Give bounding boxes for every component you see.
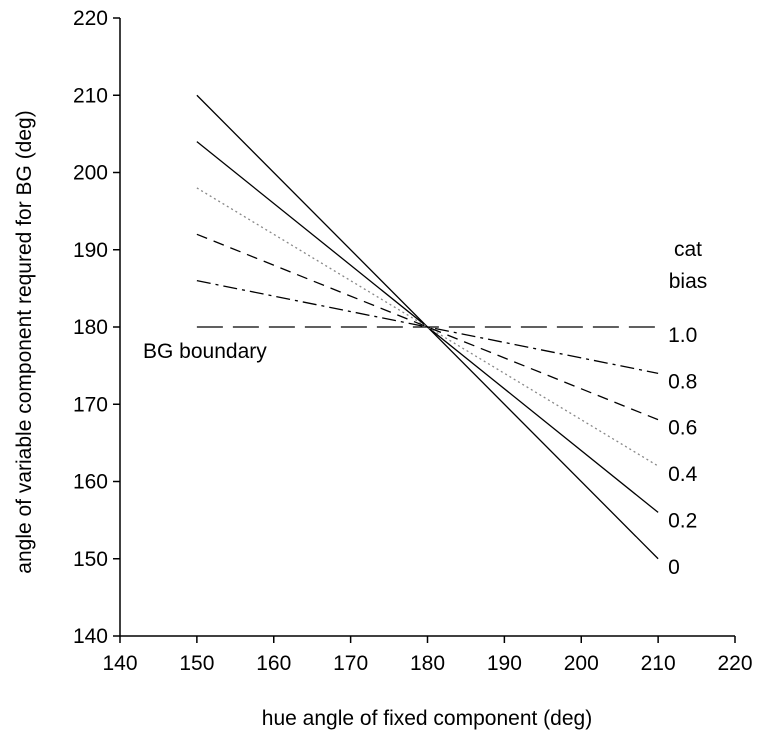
series-label-1-0: 1.0: [668, 324, 697, 347]
series-label-0-6: 0.6: [668, 417, 697, 440]
y-tick-label: 180: [73, 316, 108, 339]
x-tick-label: 180: [410, 652, 445, 675]
y-axis-title: angle of variable component requred for …: [13, 110, 36, 573]
x-axis-title: hue angle of fixed component (deg): [262, 707, 592, 730]
y-tick-label: 190: [73, 239, 108, 262]
legend-title-line-2: bias: [669, 270, 708, 293]
x-tick-label: 160: [256, 652, 291, 675]
x-tick-label: 200: [564, 652, 599, 675]
x-tick-label: 150: [179, 652, 214, 675]
y-tick-label: 150: [73, 548, 108, 571]
y-tick-label: 160: [73, 471, 108, 494]
series-labels: 0 0.2 0.4 0.6 0.8 1.0: [668, 324, 698, 579]
series-label-0-4: 0.4: [668, 463, 698, 486]
y-tick-label: 140: [73, 625, 108, 648]
series-line-0-6: [196, 233, 659, 421]
series-lines: [196, 94, 659, 560]
series-label-0-8: 0.8: [668, 370, 697, 393]
series-label-0: 0: [668, 556, 680, 579]
y-tick-label: 170: [73, 393, 108, 416]
x-tick-label: 190: [487, 652, 522, 675]
y-tick-label: 220: [73, 7, 108, 30]
y-tick-label: 210: [73, 84, 108, 107]
x-tick-label: 170: [333, 652, 368, 675]
bg-boundary-annotation: BG boundary: [143, 340, 267, 363]
legend-title-line-1: cat: [674, 238, 702, 261]
ticks: 140 150 160 170 180 190 200 210 220 140 150 160 170 1…: [73, 7, 753, 675]
series-label-0-2: 0.2: [668, 509, 697, 532]
x-tick-label: 210: [641, 652, 676, 675]
x-tick-label: 220: [717, 652, 752, 675]
x-tick-label: 140: [102, 652, 137, 675]
y-tick-label: 200: [73, 162, 108, 185]
